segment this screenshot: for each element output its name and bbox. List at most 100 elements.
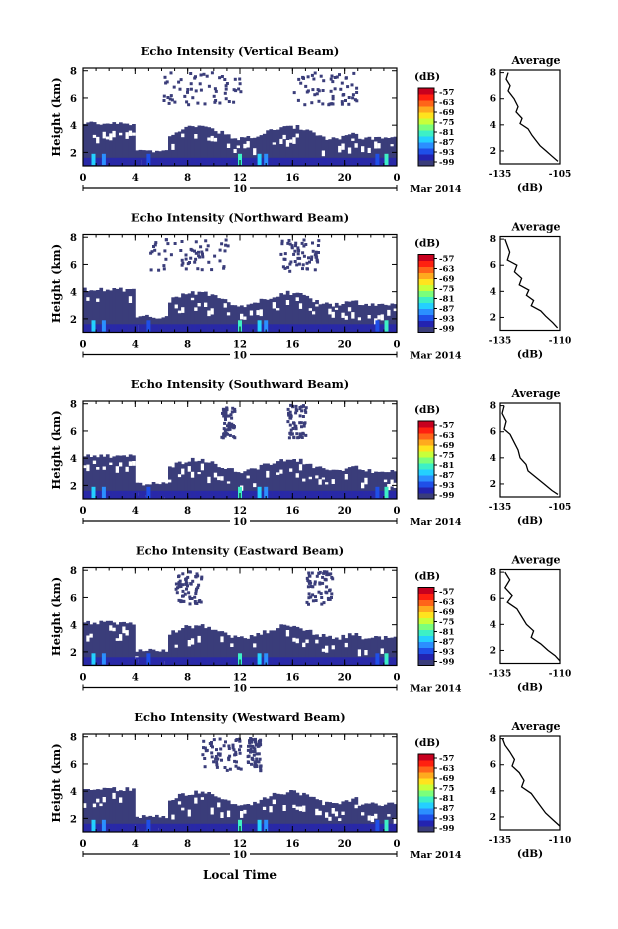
- y-tick-label: 4: [70, 787, 77, 798]
- colorbar-swatch: [418, 469, 434, 476]
- heatmap-cells: [83, 403, 398, 504]
- date-label: Mar 2014: [410, 850, 462, 861]
- average-x-tick-label: -135: [489, 836, 512, 846]
- x-tick-label: 4: [132, 673, 139, 684]
- x-tick-label: 0: [394, 673, 401, 684]
- colorbar-tick-label: -75: [439, 285, 454, 295]
- colorbar-swatch: [418, 475, 434, 482]
- colorbar-swatch: [418, 617, 434, 624]
- average-unit: (dB): [517, 349, 543, 361]
- colorbar-swatch: [418, 611, 434, 618]
- colorbar-swatch: [418, 814, 434, 821]
- colorbar-swatch: [418, 106, 434, 113]
- x-tick-label: 16: [285, 506, 299, 517]
- heatmap-cells: [83, 71, 398, 167]
- colorbar-swatch: [418, 493, 434, 500]
- colorbar-tick-label: -69: [439, 275, 454, 285]
- x-tick-label: 0: [80, 839, 87, 850]
- x-tick-label: 4: [132, 839, 139, 850]
- colorbar-swatch: [418, 778, 434, 785]
- colorbar-tick-label: -99: [439, 158, 454, 168]
- colorbar-swatch: [418, 605, 434, 612]
- x-tick-label: 4: [132, 340, 139, 351]
- colorbar-tick-label: -75: [439, 784, 454, 794]
- colorbar-swatch: [418, 290, 434, 297]
- colorbar-swatch: [418, 820, 434, 827]
- colorbar-swatch: [418, 308, 434, 315]
- heatmap-cells: [83, 238, 398, 335]
- colorbar-swatch: [418, 130, 434, 137]
- average-frame: [499, 235, 561, 332]
- colorbar-unit: (dB): [414, 404, 440, 416]
- colorbar-swatch: [418, 587, 434, 594]
- colorbar-tick-label: -57: [439, 754, 454, 764]
- colorbar-swatch: [418, 481, 434, 488]
- x-tick-label: 4: [132, 173, 139, 184]
- average-profile-line: [501, 405, 559, 495]
- average-y-tick-label: 4: [490, 620, 496, 630]
- colorbar-swatch: [418, 635, 434, 642]
- colorbar-unit: (dB): [414, 571, 440, 583]
- colorbar-tick-label: -93: [439, 481, 454, 491]
- x-tick-label: 0: [80, 340, 87, 351]
- panel-0: Echo Intensity (Vertical Beam) 2 4 6 8 Height…: [49, 44, 571, 195]
- average-y-tick-label: 2: [490, 147, 496, 157]
- colorbar-swatch: [418, 754, 434, 761]
- x-tick-label: 8: [184, 839, 191, 850]
- colorbar-tick-label: -63: [439, 764, 454, 774]
- colorbar-swatch: [418, 796, 434, 803]
- colorbar-swatch: [418, 629, 434, 636]
- average-frame: [499, 735, 561, 831]
- colorbar-swatch: [418, 266, 434, 273]
- average-y-tick-label: 2: [490, 646, 496, 656]
- y-tick-label: 4: [70, 121, 77, 132]
- colorbar-swatch: [418, 112, 434, 119]
- average-x-tick-label: -105: [549, 503, 572, 513]
- y-axis-label: Height (km): [49, 410, 63, 489]
- x-tick-label: 20: [338, 673, 352, 684]
- colorbar-swatch: [418, 94, 434, 101]
- average-y-tick-label: 6: [490, 594, 496, 604]
- colorbar-swatch: [418, 284, 434, 291]
- average-title: Average: [510, 554, 560, 567]
- average-x-tick-label: -110: [549, 337, 572, 347]
- y-tick-label: 6: [70, 260, 77, 271]
- average-y-tick-label: 2: [490, 313, 496, 323]
- day-label: 10: [233, 351, 247, 362]
- y-tick-label: 6: [70, 94, 77, 105]
- colorbar-swatch: [418, 160, 434, 167]
- average-unit: (dB): [517, 682, 543, 694]
- date-label: Mar 2014: [410, 517, 462, 528]
- colorbar-swatch: [418, 136, 434, 143]
- colorbar-swatch: [418, 647, 434, 654]
- y-axis-label: Height (km): [49, 743, 63, 822]
- colorbar-swatch: [418, 320, 434, 327]
- average-y-tick-label: 8: [490, 235, 496, 245]
- colorbar-tick-label: -87: [439, 804, 454, 814]
- colorbar-tick-label: -69: [439, 108, 454, 118]
- average-x-tick-label: -135: [489, 670, 512, 680]
- panel-4: Echo Intensity (Westward Beam) 2 4 6 8 Height…: [49, 710, 571, 861]
- day-label: 10: [233, 517, 247, 528]
- average-frame: [499, 402, 561, 498]
- y-tick-label: 8: [70, 67, 77, 78]
- colorbar-swatch: [418, 326, 434, 333]
- x-tick-label: 16: [285, 173, 299, 184]
- x-tick-label: 12: [233, 673, 247, 684]
- average-y-tick-label: 4: [490, 454, 496, 464]
- colorbar-swatch: [418, 260, 434, 267]
- colorbar-frame: [417, 587, 435, 666]
- x-tick-label: 0: [394, 173, 401, 184]
- y-tick-label: 8: [70, 733, 77, 744]
- colorbar-swatch: [418, 760, 434, 767]
- y-tick-label: 2: [70, 315, 77, 326]
- colorbar-tick-label: -75: [439, 618, 454, 628]
- colorbar-tick-label: -81: [439, 794, 454, 804]
- colorbar-swatch: [418, 826, 434, 833]
- y-tick-label: 8: [70, 233, 77, 244]
- colorbar-tick-label: -57: [439, 255, 454, 265]
- colorbar-swatch: [418, 100, 434, 107]
- panel-title: Echo Intensity (Vertical Beam): [141, 44, 340, 58]
- x-tick-label: 0: [394, 506, 401, 517]
